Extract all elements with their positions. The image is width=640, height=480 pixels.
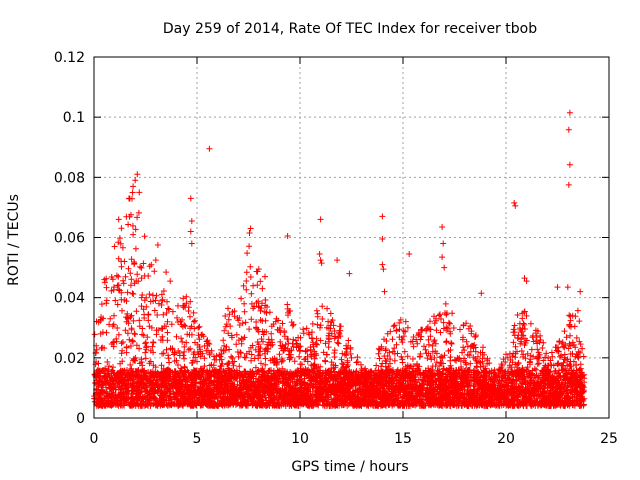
y-tick-label: 0: [76, 411, 85, 427]
x-tick-label: 5: [193, 431, 202, 447]
x-tick-label: 15: [394, 431, 412, 447]
y-tick-label: 0.1: [63, 110, 85, 126]
y-axis-label: ROTI / TECUs: [6, 194, 22, 286]
y-tick-label: 0.04: [54, 291, 85, 307]
y-tick-label: 0.06: [54, 231, 85, 247]
x-axis-label: GPS time / hours: [291, 459, 408, 475]
data-points: [91, 109, 588, 409]
x-tick-label: 10: [291, 431, 309, 447]
y-tick-label: 0.08: [54, 170, 85, 186]
roti-points: [91, 109, 588, 409]
x-tick-label: 0: [90, 431, 99, 447]
axis-ticks: 0 5 10 15 20 25 0 0.02 0.04 0.06 0.08 0.1 0.12: [54, 50, 618, 447]
y-tick-label: 0.02: [54, 351, 85, 367]
chart-title: Day 259 of 2014, Rate Of TEC Index for r…: [163, 21, 537, 37]
x-tick-label: 20: [497, 431, 515, 447]
y-tick-label: 0.12: [54, 50, 85, 66]
x-tick-label: 25: [600, 431, 618, 447]
